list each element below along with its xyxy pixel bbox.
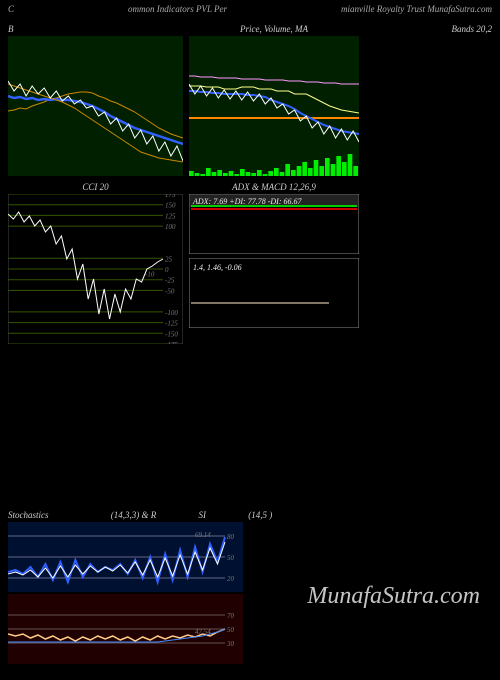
pricema-panel: Price, Volume, MA	[189, 22, 359, 176]
page-header: C ommon Indicators PVL Per mianville Roy…	[0, 0, 500, 18]
bbands-chart	[8, 36, 183, 176]
adx-macd-title: ADX & MACD 12,26,9	[232, 182, 316, 192]
svg-text:-25: -25	[165, 277, 175, 285]
macd-chart: 1.4, 1.46, -0.06	[189, 258, 359, 328]
svg-text:-100: -100	[165, 309, 178, 317]
header-left: C	[8, 4, 14, 14]
pricema-chart	[189, 36, 359, 176]
svg-text:50: 50	[227, 554, 235, 562]
cci-title: CCI 20	[82, 182, 108, 192]
stoch-rsi-panel: Stochastics (14,3,3) & R SI (14,5 ) 80 50…	[8, 508, 272, 664]
svg-text:69.14: 69.14	[195, 531, 211, 539]
svg-text:ADX: 7.69 +DI: 77.78 -DI: 66.: ADX: 7.69 +DI: 77.78 -DI: 66.67	[192, 197, 302, 206]
rsi-chart: 70 50 30 47.54	[8, 594, 243, 664]
bbands-panel: B	[8, 22, 183, 176]
svg-text:50: 50	[227, 626, 235, 634]
stoch-title-right: (14,5 )	[248, 510, 272, 520]
svg-text:47.54: 47.54	[195, 628, 211, 636]
svg-text:-10: -10	[145, 270, 155, 278]
svg-text:150: 150	[165, 202, 176, 210]
stoch-title-mid2: SI	[199, 510, 207, 520]
pricema-title: Price, Volume, MA	[240, 24, 308, 34]
svg-text:175: 175	[165, 194, 176, 199]
header-center: ommon Indicators PVL Per	[128, 4, 227, 14]
svg-text:30: 30	[226, 640, 235, 648]
svg-text:20: 20	[227, 575, 235, 583]
bbands-title-right: Bands 20,2	[452, 24, 493, 34]
svg-text:25: 25	[165, 255, 173, 263]
adx-macd-panel: ADX & MACD 12,26,9 ADX: 7.69 +DI: 77.78 …	[189, 180, 359, 344]
adx-chart: ADX: 7.69 +DI: 77.78 -DI: 66.67	[189, 194, 359, 254]
svg-text:1.4, 1.46, -0.06: 1.4, 1.46, -0.06	[193, 263, 242, 272]
svg-text:-150: -150	[165, 330, 178, 338]
stoch-title-mid: (14,3,3) & R	[111, 510, 157, 520]
bbands-right-label: Bands 20,2	[365, 22, 492, 176]
svg-text:-125: -125	[165, 320, 178, 328]
header-right: mianville Royalty Trust MunafaSutra.com	[341, 4, 492, 14]
svg-text:-175: -175	[165, 341, 178, 344]
svg-text:125: 125	[165, 212, 176, 220]
cci-panel: CCI 20 175 150 125 100 25 0 -25 -50 -100 -125 -150…	[8, 180, 183, 344]
cci-chart: 175 150 125 100 25 0 -25 -50 -100 -125 -150 -175 -10	[8, 194, 183, 344]
svg-text:70: 70	[227, 612, 235, 620]
svg-text:-50: -50	[165, 287, 175, 295]
svg-text:80: 80	[227, 533, 235, 541]
svg-text:0: 0	[165, 266, 169, 274]
bbands-title-left: B	[8, 24, 14, 34]
stoch-title-left: Stochastics	[8, 510, 49, 520]
svg-text:100: 100	[165, 223, 176, 231]
stoch-chart: 80 50 20 69.14	[8, 522, 243, 592]
